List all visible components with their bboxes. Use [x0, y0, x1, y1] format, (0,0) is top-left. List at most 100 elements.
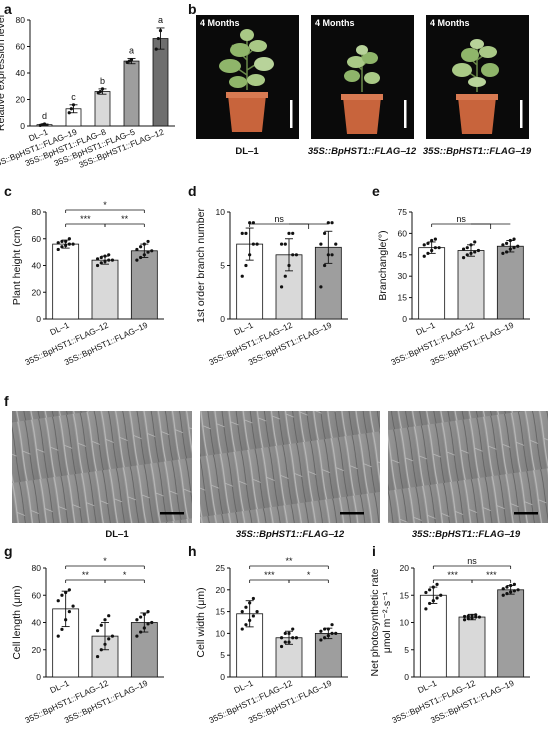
- data-point: [505, 250, 509, 254]
- data-point: [67, 588, 71, 592]
- data-point: [516, 244, 520, 248]
- data-point: [424, 607, 428, 611]
- data-point: [430, 248, 434, 253]
- data-point: [56, 247, 60, 252]
- data-point: [110, 634, 115, 638]
- y-tick-label: 40: [32, 261, 42, 271]
- panel-label-c: c: [4, 183, 12, 199]
- data-point: [294, 253, 299, 257]
- significance-label: *: [103, 556, 107, 566]
- data-point: [287, 640, 291, 644]
- significance-label: ***: [486, 570, 497, 580]
- y-tick-label: 5: [404, 645, 409, 655]
- data-point: [244, 605, 248, 609]
- data-point: [255, 610, 259, 614]
- data-point: [146, 622, 150, 626]
- data-point: [501, 251, 505, 255]
- data-point: [319, 285, 323, 289]
- data-point: [107, 258, 111, 262]
- data-point: [435, 582, 439, 586]
- data-point: [98, 89, 102, 94]
- y-tick-label: 0: [220, 314, 225, 324]
- data-point: [473, 250, 477, 254]
- data-point: [150, 249, 154, 253]
- data-point: [240, 274, 244, 278]
- data-point: [135, 247, 139, 252]
- data-point: [323, 627, 327, 631]
- significance-label: ns: [467, 556, 477, 566]
- data-point: [291, 231, 295, 235]
- y-tick-label: 20: [32, 645, 42, 655]
- data-point: [473, 240, 477, 244]
- panel-label-f: f: [4, 393, 9, 409]
- data-point: [334, 242, 338, 246]
- data-point: [107, 253, 111, 257]
- data-point: [154, 47, 158, 51]
- data-point: [433, 246, 437, 250]
- y-tick-label: 80: [16, 15, 26, 25]
- significance-label: *: [307, 570, 311, 580]
- data-point: [99, 648, 103, 652]
- data-point: [291, 253, 295, 257]
- y-tick-label: 60: [32, 234, 42, 244]
- data-point: [251, 242, 255, 246]
- data-point: [501, 587, 505, 591]
- y-tick-label: 15: [398, 293, 408, 303]
- data-point: [291, 636, 295, 640]
- data-point: [437, 246, 441, 250]
- category-label: DL‒1: [48, 320, 71, 338]
- bar: [91, 259, 119, 320]
- data-point: [509, 583, 513, 588]
- data-point: [283, 631, 287, 636]
- y-tick-label: 60: [16, 42, 26, 52]
- data-point: [501, 243, 505, 247]
- bar: [419, 594, 447, 678]
- bar: [458, 616, 486, 678]
- data-point: [135, 634, 139, 638]
- category-label: DL‒1: [48, 678, 71, 696]
- data-point: [100, 87, 105, 91]
- data-point: [56, 634, 60, 638]
- data-point: [107, 637, 111, 641]
- data-point: [287, 631, 291, 636]
- significance-label: **: [82, 570, 90, 580]
- panel-label-e: e: [372, 183, 380, 199]
- data-point: [156, 36, 160, 41]
- y-tick-label: 40: [32, 618, 42, 628]
- data-point: [99, 623, 103, 627]
- data-point: [255, 242, 259, 246]
- data-point: [461, 256, 466, 260]
- y-axis-title: Net photosynthetic rate: [369, 568, 381, 676]
- y-axis-title: Cell width (μm): [195, 587, 207, 657]
- data-point: [248, 221, 252, 225]
- data-point: [71, 604, 75, 608]
- data-point: [512, 246, 516, 250]
- sem-image-3: [388, 411, 548, 523]
- y-tick-label: 20: [16, 95, 26, 105]
- data-point: [60, 245, 64, 249]
- data-point: [426, 251, 430, 255]
- data-point: [516, 588, 520, 592]
- data-point: [139, 255, 143, 260]
- y-tick-label: 20: [32, 287, 42, 297]
- bar: [497, 589, 525, 678]
- data-point: [139, 245, 143, 249]
- data-point: [158, 29, 163, 33]
- bar: [496, 245, 524, 320]
- y-tick-label: 10: [216, 628, 226, 638]
- y-tick-label: 10: [400, 618, 410, 628]
- significance-label: ns: [274, 214, 284, 224]
- data-point: [146, 239, 150, 244]
- data-point: [462, 614, 467, 619]
- y-tick-label: 40: [16, 68, 26, 78]
- data-point: [470, 613, 474, 618]
- photo-time-label: 4 Months: [315, 18, 355, 28]
- y-axis-title: 1st order branch number: [195, 208, 207, 323]
- data-point: [477, 615, 482, 619]
- data-point: [248, 253, 252, 257]
- panel-label-g: g: [4, 543, 13, 559]
- significance-label: ns: [456, 214, 466, 224]
- plant-photo-2: 4 Months: [311, 15, 414, 139]
- data-point: [146, 610, 150, 614]
